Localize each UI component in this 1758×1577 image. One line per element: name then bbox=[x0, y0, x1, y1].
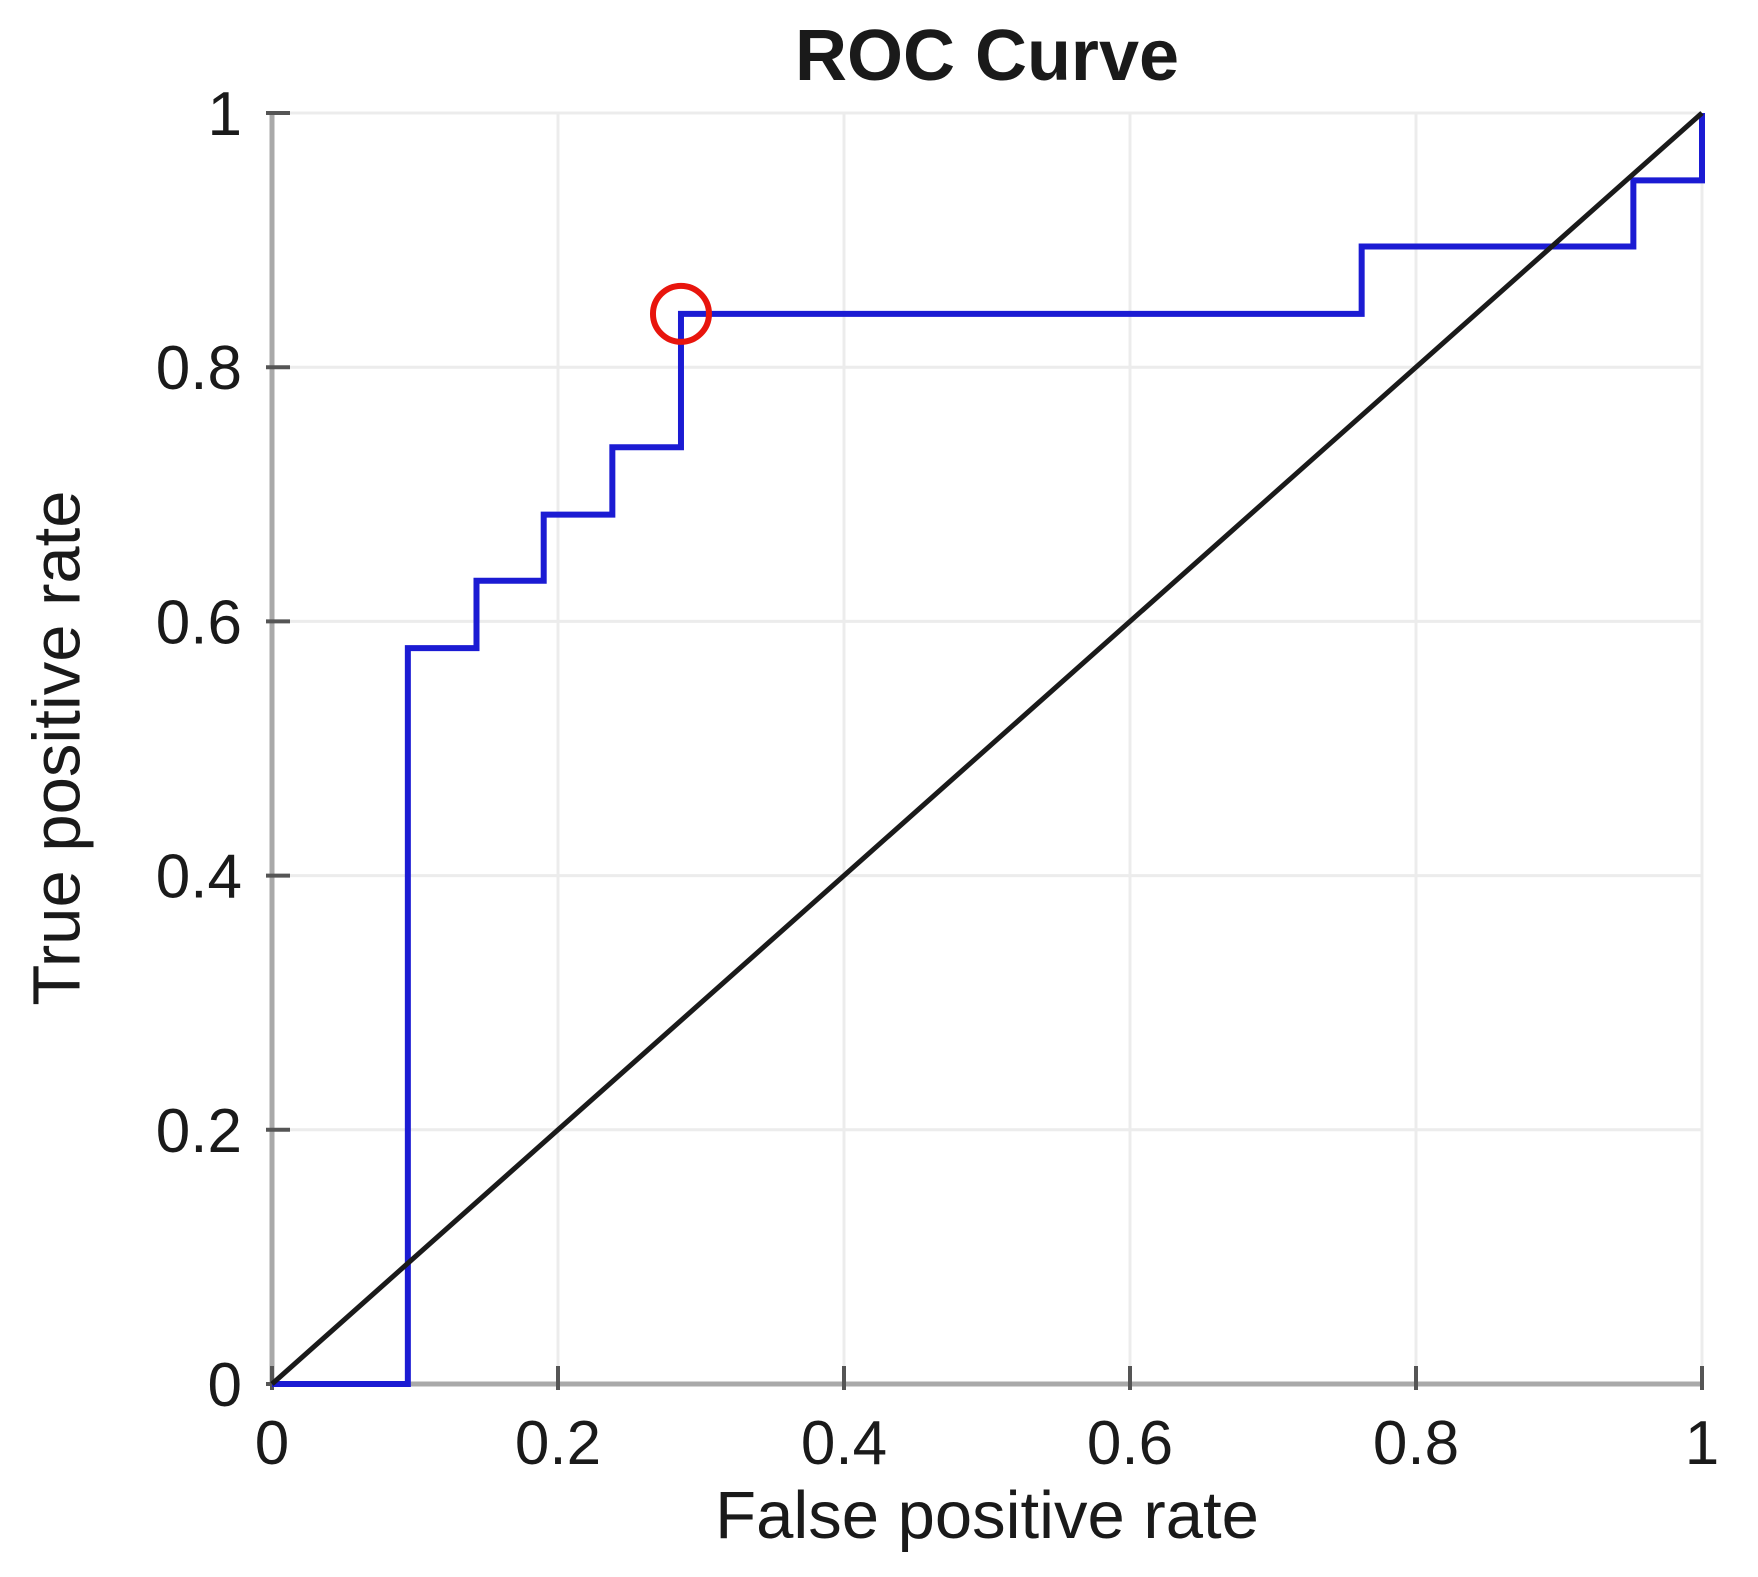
y-tick-label: 0.2 bbox=[156, 1097, 242, 1166]
x-axis-label: False positive rate bbox=[715, 1478, 1259, 1553]
roc-curve-line bbox=[272, 113, 1705, 1387]
y-tick-label: 1 bbox=[208, 80, 242, 149]
x-tick-label: 0 bbox=[255, 1409, 289, 1478]
chart-title: ROC Curve bbox=[794, 16, 1180, 96]
x-tick-label: 0.2 bbox=[515, 1409, 601, 1478]
chance-diagonal-line bbox=[270, 111, 1704, 1386]
y-tick-label: 0.6 bbox=[156, 588, 242, 657]
y-tick-label: 0.4 bbox=[156, 843, 242, 912]
x-tick-label: 0.8 bbox=[1373, 1409, 1459, 1478]
operating-point-marker bbox=[649, 282, 712, 345]
x-tick-label: 0.6 bbox=[1087, 1409, 1173, 1478]
y-tick-label: 0 bbox=[208, 1351, 242, 1420]
x-tick-label: 0.4 bbox=[801, 1409, 887, 1478]
x-tick-label: 1 bbox=[1685, 1409, 1719, 1478]
y-tick-label: 0.8 bbox=[156, 334, 242, 403]
